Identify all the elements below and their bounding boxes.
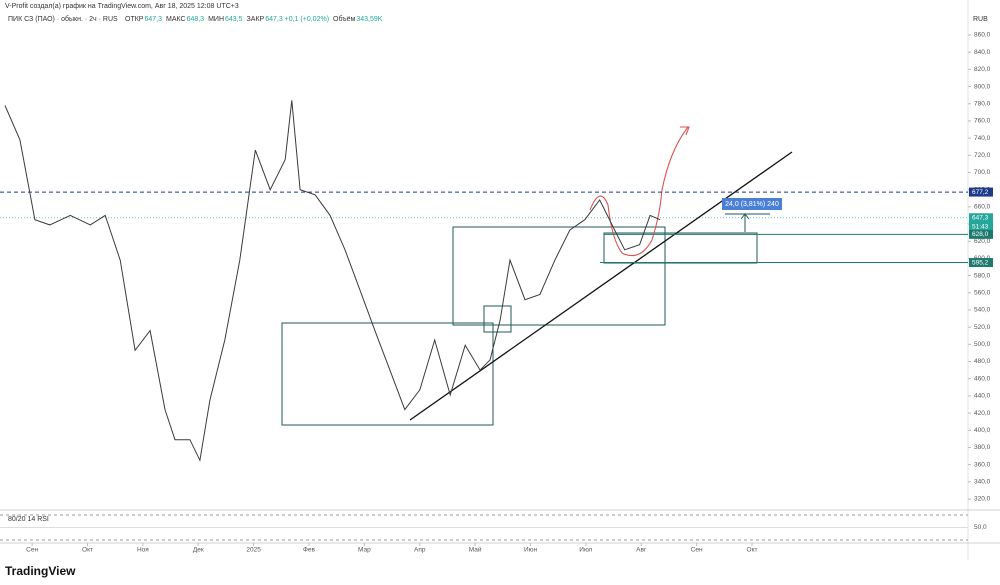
- x-tick-label: Сен: [691, 547, 703, 554]
- y-tick-label: 700,0: [974, 169, 991, 176]
- y-tick-label: 460,0: [974, 375, 991, 382]
- ohlc-value: 647,3 +0,1 (+0,02%): [265, 16, 329, 23]
- ohlc-value: 647,3: [144, 16, 162, 23]
- y-tick-label: 440,0: [974, 393, 991, 400]
- y-tick-label: 620,0: [974, 238, 991, 245]
- y-tick-label: 560,0: [974, 289, 991, 296]
- box: [281, 322, 494, 426]
- y-tick-label: 360,0: [974, 461, 991, 468]
- x-tick-label: Апр: [414, 547, 426, 554]
- y-tick-label: 800,0: [974, 83, 991, 90]
- price-badge-label: 647,3: [972, 214, 989, 221]
- y-tick-label: 780,0: [974, 100, 991, 107]
- box: [483, 305, 512, 333]
- measure-arrow: [740, 213, 750, 232]
- x-tick-label: Ноя: [137, 547, 149, 554]
- x-tick-label: Июл: [579, 547, 592, 554]
- x-tick-label: Июн: [524, 547, 538, 554]
- drawings: [281, 126, 793, 426]
- ohlc-label: ОТКР: [125, 16, 144, 23]
- credit: V-Profit создал(а) график на TradingView…: [5, 3, 239, 10]
- rsi-label: 80/20 14 RSI: [8, 516, 49, 523]
- price-badge: [969, 213, 993, 232]
- x-tick-label: Авг: [636, 547, 647, 554]
- y-tick-label: 320,0: [974, 496, 991, 503]
- y-tick-label: 540,0: [974, 307, 991, 314]
- logo: TradingView: [5, 564, 76, 578]
- y-tick-label: 420,0: [974, 410, 991, 417]
- box: [452, 226, 666, 326]
- y-tick-label: 340,0: [974, 479, 991, 486]
- x-tick-label: Фев: [303, 547, 316, 554]
- measure-label: 24,0 (3,81%) 240: [725, 201, 779, 208]
- y-tick-label: 660,0: [974, 204, 991, 211]
- ohlc-value: 343,59K: [356, 16, 382, 23]
- price-badge: [969, 258, 993, 268]
- y-tick-label: 480,0: [974, 358, 991, 365]
- currency: RUB: [973, 16, 988, 23]
- price-badge-label: 595,2: [972, 259, 989, 266]
- y-tick-label: 380,0: [974, 444, 991, 451]
- price-badge: [969, 229, 993, 239]
- x-tick-label: Дек: [193, 547, 204, 554]
- x-tick-label: 2025: [246, 547, 261, 554]
- x-tick-label: Окт: [747, 547, 758, 554]
- y-tick-label: 820,0: [974, 66, 991, 73]
- x-tick-label: Окт: [82, 547, 93, 554]
- arrowhead: [680, 126, 690, 136]
- trendline: [409, 151, 793, 421]
- y-tick-label: 500,0: [974, 341, 991, 348]
- box: [603, 232, 758, 264]
- price-badge-label: 628,0: [972, 231, 989, 238]
- y-tick-label: 720,0: [974, 152, 991, 159]
- y-tick-label: 740,0: [974, 135, 991, 142]
- price-badge: [969, 187, 993, 197]
- y-tick-label: 840,0: [974, 49, 991, 56]
- ohlc-value: 643,5: [225, 16, 243, 23]
- y-tick-label: 860,0: [974, 32, 991, 39]
- price-line-series: [4, 100, 661, 462]
- ohlc-label: ЗАКР: [247, 16, 265, 23]
- y-tick-label: 760,0: [974, 118, 991, 125]
- x-tick-label: Май: [469, 546, 482, 554]
- ohlc-label: Объём: [333, 15, 355, 23]
- ohlc-label: МИН: [208, 16, 224, 23]
- price-timer: 51:43: [972, 223, 989, 230]
- x-tick-label: Мар: [358, 547, 371, 554]
- ohlc-value: 648,3: [187, 16, 205, 23]
- x-tick-label: Сен: [26, 547, 38, 554]
- forecast-curve: [589, 126, 689, 257]
- y-tick-label: 400,0: [974, 427, 991, 434]
- measure-badge: [722, 198, 782, 210]
- symbol: ПИК СЗ (ПАО) · обыкн. · 2ч · RUS: [8, 15, 118, 23]
- y-tick-label: 580,0: [974, 272, 991, 279]
- ohlc-label: МАКС: [166, 16, 186, 23]
- rsi-tick-label: 50,0: [974, 524, 987, 531]
- price-badge-label: 677,2: [972, 189, 989, 196]
- y-tick-label: 520,0: [974, 324, 991, 331]
